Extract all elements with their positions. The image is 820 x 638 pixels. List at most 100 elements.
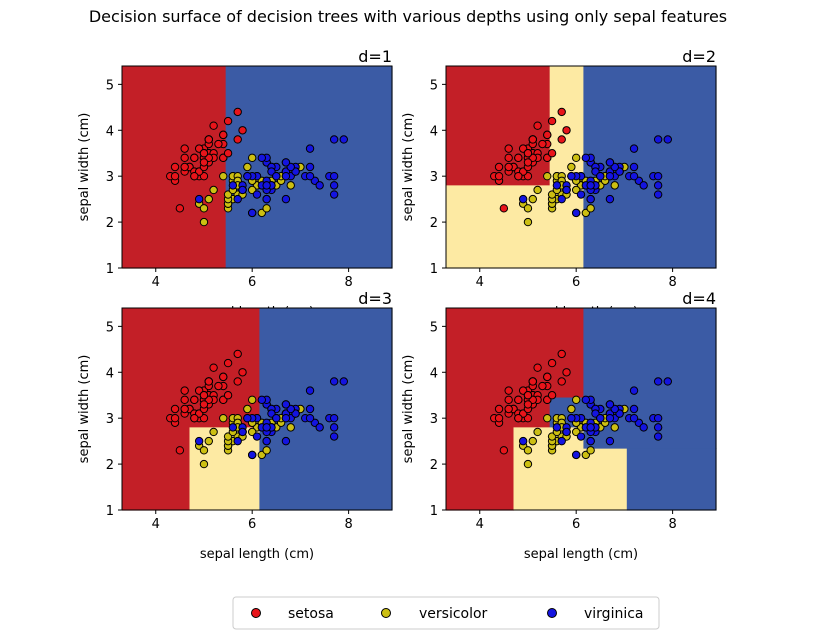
point-virginica	[228, 181, 238, 190]
point-virginica	[233, 194, 242, 204]
point-versicolor	[199, 459, 209, 469]
point-virginica	[329, 432, 339, 441]
point-versicolor	[199, 446, 209, 455]
point-versicolor	[523, 446, 533, 455]
legend: setosa versicolor virginica	[232, 596, 660, 630]
point-versicolor	[262, 446, 271, 455]
point-versicolor	[262, 204, 271, 213]
point-virginica	[252, 432, 262, 441]
y-tick-label: 2	[106, 458, 114, 473]
x-tick-label: 8	[668, 275, 676, 290]
point-setosa	[533, 363, 542, 372]
point-setosa	[523, 391, 533, 400]
point-setosa	[190, 153, 199, 163]
y-tick-label: 5	[106, 78, 114, 93]
point-versicolor	[543, 171, 552, 181]
point-virginica	[586, 194, 595, 204]
point-setosa	[233, 107, 242, 117]
point-virginica	[629, 171, 639, 181]
point-versicolor	[209, 185, 218, 195]
decision-region-setosa	[122, 308, 191, 511]
axes-frame	[121, 307, 393, 511]
point-setosa	[557, 349, 566, 359]
point-setosa	[223, 391, 233, 400]
point-setosa	[504, 162, 513, 172]
point-virginica	[281, 171, 291, 181]
y-tick-label: 2	[430, 458, 438, 473]
point-virginica	[596, 413, 605, 423]
point-virginica	[567, 413, 576, 423]
point-virginica	[552, 181, 562, 190]
point-setosa	[557, 107, 566, 117]
point-virginica	[552, 423, 562, 432]
point-setosa	[190, 413, 199, 423]
point-virginica	[194, 194, 204, 204]
point-setosa	[214, 381, 223, 391]
point-setosa	[499, 446, 509, 455]
point-setosa	[547, 116, 557, 126]
point-virginica	[571, 450, 581, 460]
point-versicolor	[523, 217, 533, 227]
point-setosa	[562, 368, 571, 377]
x-tick-label: 8	[344, 517, 352, 532]
point-virginica	[653, 171, 663, 181]
point-virginica	[272, 171, 281, 181]
point-virginica	[262, 436, 271, 446]
point-virginica	[339, 377, 348, 386]
decision-region-versicolor	[513, 448, 628, 511]
point-virginica	[305, 413, 315, 423]
y-tick-label: 4	[430, 124, 438, 139]
y-tick-label: 2	[430, 216, 438, 231]
y-tick-label: 3	[106, 170, 114, 185]
point-virginica	[653, 413, 663, 423]
subplot-d3: 4 6 8 1 2 3 4 5 sepal length (cm) sepal width (cm…	[77, 289, 393, 562]
point-virginica	[596, 171, 605, 181]
point-setosa	[199, 391, 209, 400]
point-setosa	[514, 413, 523, 423]
point-virginica	[315, 181, 324, 190]
point-versicolor	[204, 194, 213, 204]
point-versicolor	[528, 436, 537, 446]
point-versicolor	[243, 404, 252, 414]
x-tick-label: 8	[344, 275, 352, 290]
point-virginica	[629, 404, 639, 414]
axes-frame	[445, 307, 717, 511]
point-virginica	[518, 194, 528, 204]
decision-region-versicolor	[549, 66, 585, 269]
point-virginica	[576, 432, 586, 441]
x-tick-label: 4	[152, 517, 160, 532]
point-setosa	[494, 413, 504, 423]
point-setosa	[175, 204, 185, 213]
point-setosa	[209, 363, 218, 372]
y-axis-label: sepal width (cm)	[77, 113, 92, 222]
point-setosa	[238, 368, 247, 377]
point-versicolor	[571, 153, 581, 163]
point-setosa	[199, 149, 209, 158]
point-versicolor	[523, 459, 533, 469]
point-setosa	[180, 395, 189, 405]
x-tick-label: 8	[668, 517, 676, 532]
x-tick-label: 4	[152, 275, 160, 290]
point-virginica	[629, 162, 639, 172]
point-versicolor	[243, 162, 252, 172]
point-setosa	[494, 171, 504, 181]
point-setosa	[494, 404, 504, 414]
point-virginica	[653, 135, 663, 144]
point-setosa	[209, 121, 218, 130]
point-versicolor	[567, 162, 576, 172]
x-axis-label: sepal length (cm)	[200, 547, 314, 562]
legend-label-setosa: setosa	[288, 606, 334, 622]
point-setosa	[514, 171, 523, 181]
legend-label-versicolor: versicolor	[419, 606, 488, 622]
point-virginica	[629, 413, 639, 423]
point-virginica	[305, 386, 315, 395]
point-virginica	[653, 190, 663, 199]
x-tick-label: 6	[572, 517, 580, 532]
point-setosa	[190, 395, 199, 405]
point-virginica	[262, 181, 271, 190]
point-setosa	[538, 381, 547, 391]
point-setosa	[180, 386, 189, 395]
point-versicolor	[209, 427, 218, 437]
point-virginica	[653, 181, 663, 190]
